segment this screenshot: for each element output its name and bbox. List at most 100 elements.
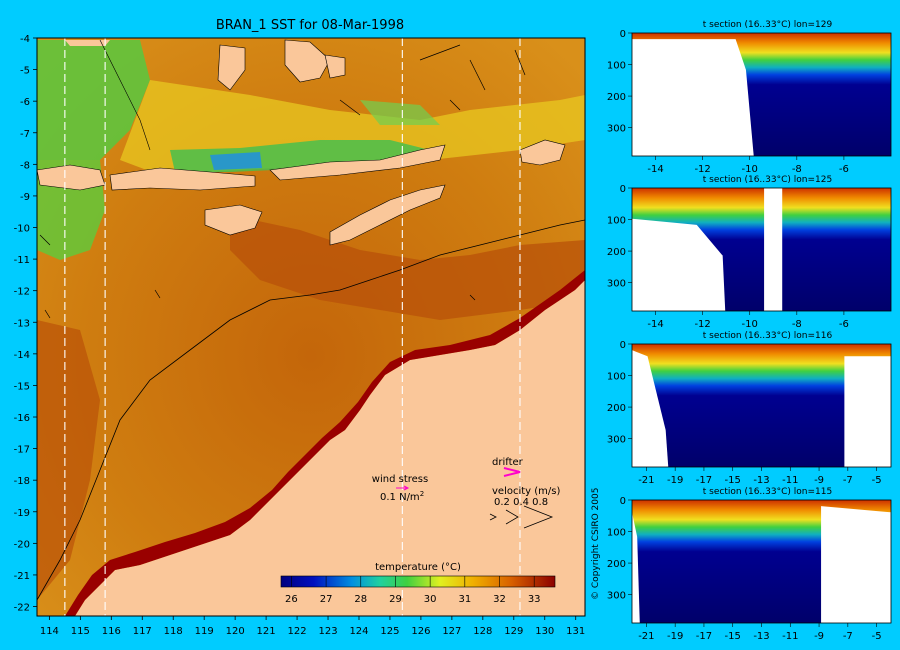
wind-arrow	[469, 294, 476, 301]
depth-tick-label: 200	[607, 559, 626, 570]
section-x-tick-label: -9	[814, 631, 824, 642]
lat-tick-label: -9	[20, 192, 30, 203]
depth-tick-label: 200	[607, 92, 626, 103]
temperature-sections: t section (16..33°C) lon=129 0 100 200 300 -1…	[607, 20, 892, 642]
cold-spot	[210, 152, 262, 170]
section-x-tick-label: -10	[742, 319, 758, 330]
copyright-notice: © Copyright CSIRO 2005	[591, 488, 601, 600]
lon-tick-label: 116	[102, 626, 121, 637]
lon-tick-label: 124	[349, 626, 368, 637]
wind-arrow	[469, 59, 486, 91]
continental-shelf-warm-band	[65, 270, 585, 616]
colorbar-title: temperature (°C)	[375, 562, 461, 573]
cool-patch-banda	[360, 100, 440, 125]
section-lines	[64, 38, 521, 616]
map-frame	[36, 37, 586, 617]
depth-tick-label: 200	[607, 247, 626, 258]
section-panel-4: t section (16..33°C) lon=115 0 100 200 300 -2…	[607, 487, 892, 642]
section-panel-3: t section (16..33°C) lon=116 0 100 200 300 -2…	[607, 331, 892, 486]
section-x-tick-label: -7	[843, 475, 853, 486]
island-sumbawa-flores	[109, 167, 256, 191]
lat-tick-label: -14	[14, 350, 30, 361]
colorbar-tick-label: 33	[528, 594, 541, 605]
lat-tick-label: -20	[14, 539, 30, 550]
lon-tick-label: 129	[504, 626, 523, 637]
map-legend: wind stress 0.1 N/m2 drifter velocity (m…	[280, 457, 560, 605]
section-x-tick-label: -17	[696, 631, 712, 642]
lat-tick-label: -4	[20, 34, 30, 45]
lat-tick-label: -17	[14, 445, 30, 456]
wind-arrow	[44, 309, 51, 319]
lon-tick-label: 117	[133, 626, 152, 637]
lon-tick-label: 119	[195, 626, 214, 637]
lat-tick-label: -11	[14, 255, 30, 266]
section-x-tick-label: -9	[814, 475, 824, 486]
temperature-colorbar	[280, 575, 556, 588]
depth-tick-label: 300	[607, 591, 626, 602]
depth-tick-label: 300	[607, 435, 626, 446]
no-data-region	[632, 218, 726, 311]
island-sumba	[204, 204, 263, 236]
section-x-tick-label: -6	[839, 164, 849, 175]
island-java-edge	[65, 40, 110, 46]
section-x-tick-label: -21	[638, 475, 654, 486]
section-x-tick-label: -8	[792, 164, 802, 175]
wind-stress-label: wind stress	[372, 474, 428, 485]
lon-tick-label: 120	[226, 626, 245, 637]
colorbar-tick-label: 28	[354, 594, 367, 605]
longitude-ticks: 114 115 116 117 118 119 120 121 122 123 124 125 126 1…	[40, 616, 585, 637]
section-title: t section (16..33°C) lon=115	[703, 487, 832, 497]
lon-tick-label: 115	[71, 626, 90, 637]
lon-tick-label: 122	[288, 626, 307, 637]
sst-map: 114 115 116 117 118 119 120 121 122 123 124 125 126 1…	[14, 34, 586, 637]
no-data-region	[632, 39, 754, 156]
section-x-tick-label: -15	[725, 631, 741, 642]
wind-stress-arrows	[39, 44, 526, 319]
wind-arrow	[154, 289, 161, 299]
wind-scale-arrowhead	[403, 485, 410, 491]
section-x-tick-label: -8	[792, 319, 802, 330]
drifter-symbol	[503, 467, 521, 477]
colorbar-tick-label: 27	[320, 594, 333, 605]
lat-tick-label: -5	[20, 66, 30, 77]
velocity-label: velocity (m/s)	[492, 486, 560, 497]
section-x-tick-label: -17	[696, 475, 712, 486]
lat-tick-label: -8	[20, 160, 30, 171]
wind-arrow	[514, 49, 526, 76]
australia-landmass	[75, 280, 585, 616]
section-x-tick-label: -12	[694, 319, 710, 330]
bathymetry-contour-north	[99, 39, 151, 151]
colorbar-tick-label: 26	[285, 594, 298, 605]
wind-scale-superscript: 2	[420, 490, 424, 498]
colorbar-tick-label: 32	[493, 594, 506, 605]
no-data-gap	[764, 188, 783, 311]
section-x-tick-label: -7	[843, 631, 853, 642]
section-x-tick-label: -11	[782, 475, 798, 486]
section-x-tick-label: -5	[872, 631, 882, 642]
lat-tick-label: -21	[14, 571, 30, 582]
colorbar-ticks: 26 27 28 29 30 31 32 33	[285, 576, 541, 605]
section-x-tick-label: -5	[872, 475, 882, 486]
colorbar-tick-label: 30	[424, 594, 437, 605]
lat-tick-label: -13	[14, 318, 30, 329]
depth-tick-label: 0	[620, 496, 626, 507]
section-x-tick-label: -12	[694, 164, 710, 175]
wind-arrow	[339, 99, 361, 116]
lon-tick-label: 130	[535, 626, 554, 637]
lat-tick-label: -10	[14, 224, 30, 235]
section-title: t section (16..33°C) lon=116	[703, 331, 833, 341]
section-x-tick-label: -10	[742, 164, 758, 175]
lat-tick-label: -15	[14, 381, 30, 392]
latitude-ticks: -4 -5 -6 -7 -8 -9 -10 -11 -12 -13 -14 -15 -16 -17 -18 -…	[14, 34, 37, 614]
depth-tick-label: 100	[607, 61, 626, 72]
island-sulawesi-south	[217, 44, 246, 91]
depth-tick-label: 0	[620, 29, 626, 40]
section-panel-2: t section (16..33°C) lon=125 0 100 200 300 -1…	[607, 175, 892, 330]
section-panel-1: t section (16..33°C) lon=129 0 100 200 300 -1…	[607, 20, 892, 175]
lat-tick-label: -22	[14, 603, 30, 614]
warm-region-west	[37, 320, 100, 600]
section-x-tick-label: -21	[638, 631, 654, 642]
velocity-arrow-small	[489, 513, 497, 521]
velocity-scale-arrows	[489, 505, 554, 529]
section-x-tick-label: -11	[782, 631, 798, 642]
